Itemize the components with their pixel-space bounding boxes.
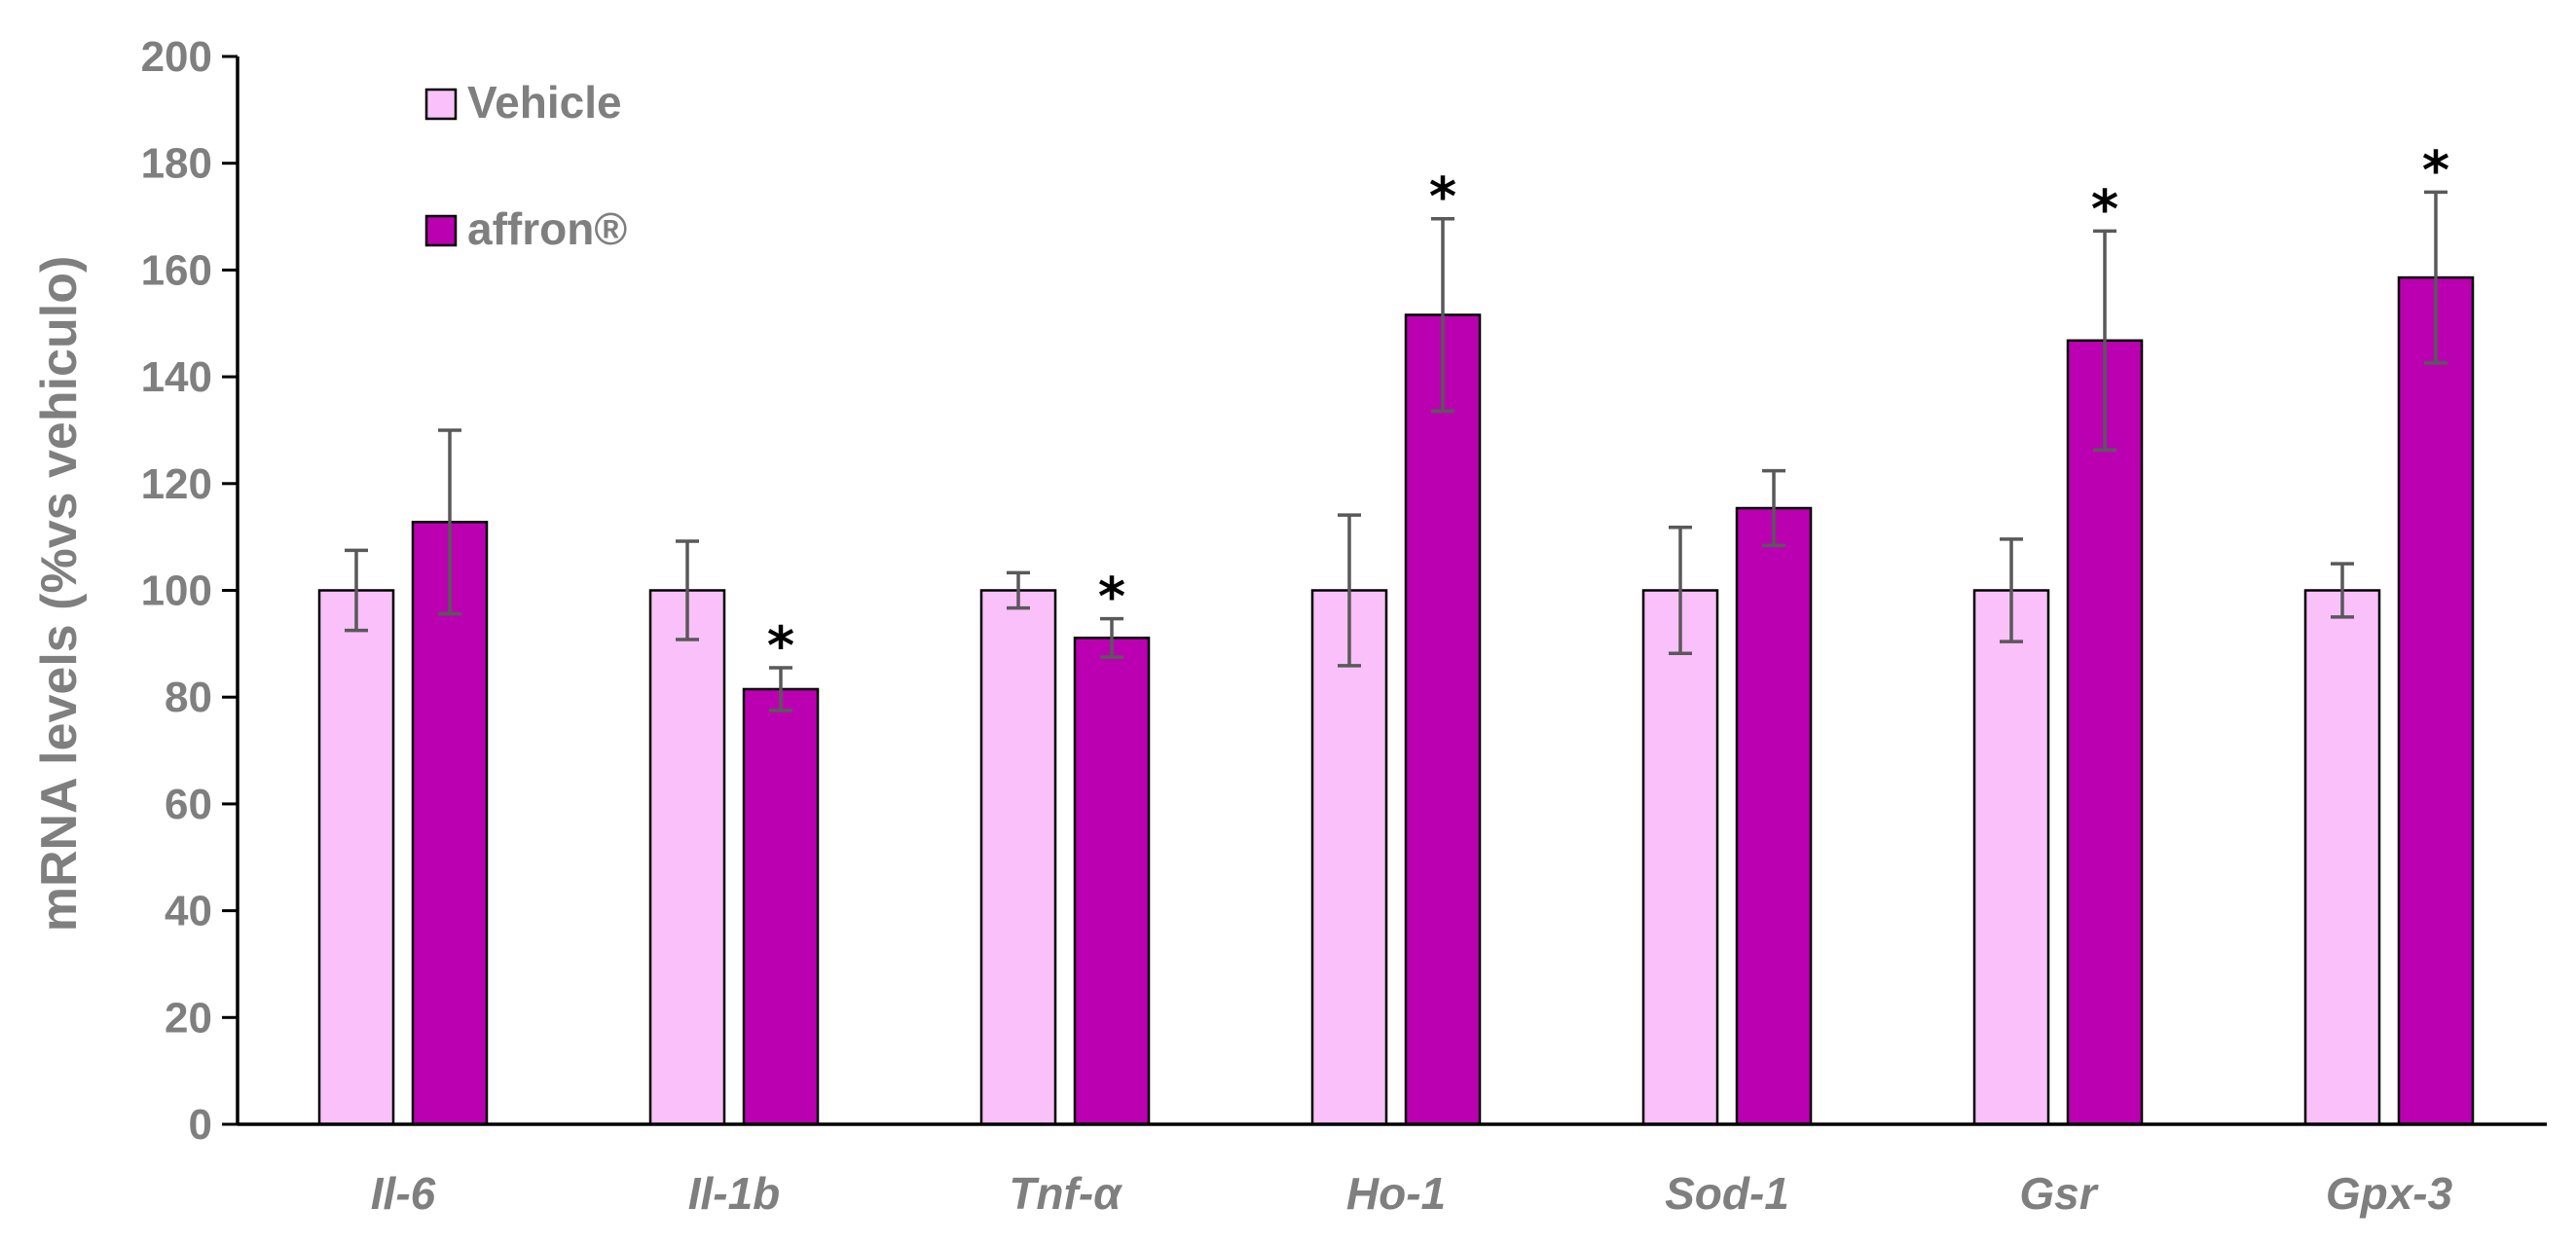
x-axis-labels: Il-6 Il-1b Tnf-α Ho-1 Sod-1 Gsr Gpx-3 bbox=[371, 1168, 2453, 1219]
bar-affron-5 bbox=[2066, 339, 2144, 1126]
legend-swatch-affron bbox=[424, 214, 458, 247]
error-bars bbox=[345, 190, 2447, 713]
y-tick-label: 0 bbox=[189, 1101, 212, 1149]
bar-affron-0 bbox=[411, 521, 489, 1126]
legend-label-affron: affron® bbox=[467, 203, 627, 254]
significance-star: * bbox=[1098, 567, 1125, 628]
x-category-label: Sod-1 bbox=[1665, 1168, 1789, 1219]
bar-vehicle-6 bbox=[2303, 589, 2381, 1126]
bar-vehicle-3 bbox=[1310, 589, 1388, 1126]
y-tick-label: 120 bbox=[141, 460, 212, 508]
bar-vehicle-1 bbox=[648, 589, 726, 1126]
x-category-label: Il-1b bbox=[688, 1168, 781, 1219]
x-category-label: Ho-1 bbox=[1346, 1168, 1446, 1219]
y-axis-title: mRNA levels (%vs vehiculo) bbox=[31, 256, 88, 933]
y-tick-label: 160 bbox=[141, 246, 212, 294]
y-tick-label: 140 bbox=[141, 353, 212, 401]
x-category-label: Il-6 bbox=[371, 1168, 436, 1219]
bar-affron-1 bbox=[742, 687, 820, 1126]
bar-affron-3 bbox=[1404, 313, 1482, 1126]
bars bbox=[317, 275, 2475, 1126]
y-tick-label: 40 bbox=[165, 888, 212, 935]
bar-affron-2 bbox=[1073, 637, 1151, 1126]
x-category-label: Gpx-3 bbox=[2326, 1168, 2453, 1219]
y-tick-label: 60 bbox=[165, 781, 212, 828]
axes bbox=[236, 56, 2547, 1126]
y-tick-label: 80 bbox=[165, 674, 212, 721]
bar-vehicle-2 bbox=[979, 589, 1057, 1126]
y-tick-label: 20 bbox=[165, 994, 212, 1042]
significance-star: * bbox=[2091, 178, 2118, 239]
x-category-label: Tnf-α bbox=[1009, 1168, 1123, 1219]
bar-affron-6 bbox=[2397, 275, 2475, 1126]
bar-vehicle-4 bbox=[1641, 589, 1719, 1126]
bar-affron-4 bbox=[1735, 506, 1813, 1126]
significance-star: * bbox=[2422, 139, 2449, 201]
y-tick-label: 180 bbox=[141, 140, 212, 188]
legend-label-vehicle: Vehicle bbox=[467, 77, 622, 128]
y-tick-label: 100 bbox=[141, 567, 212, 615]
y-axis-ticks: 0 20 40 60 80 100 120 140 160 180 200 bbox=[141, 33, 238, 1149]
bar-vehicle-0 bbox=[317, 589, 395, 1126]
significance-star: * bbox=[1429, 166, 1456, 228]
legend: Vehicle affron® bbox=[424, 77, 627, 254]
significance-markers: * * * * * bbox=[767, 139, 2449, 677]
legend-swatch-vehicle bbox=[424, 88, 458, 121]
y-tick-label: 200 bbox=[141, 33, 212, 81]
bar-vehicle-5 bbox=[1972, 589, 2050, 1126]
x-category-label: Gsr bbox=[2019, 1168, 2098, 1219]
significance-star: * bbox=[767, 615, 794, 677]
